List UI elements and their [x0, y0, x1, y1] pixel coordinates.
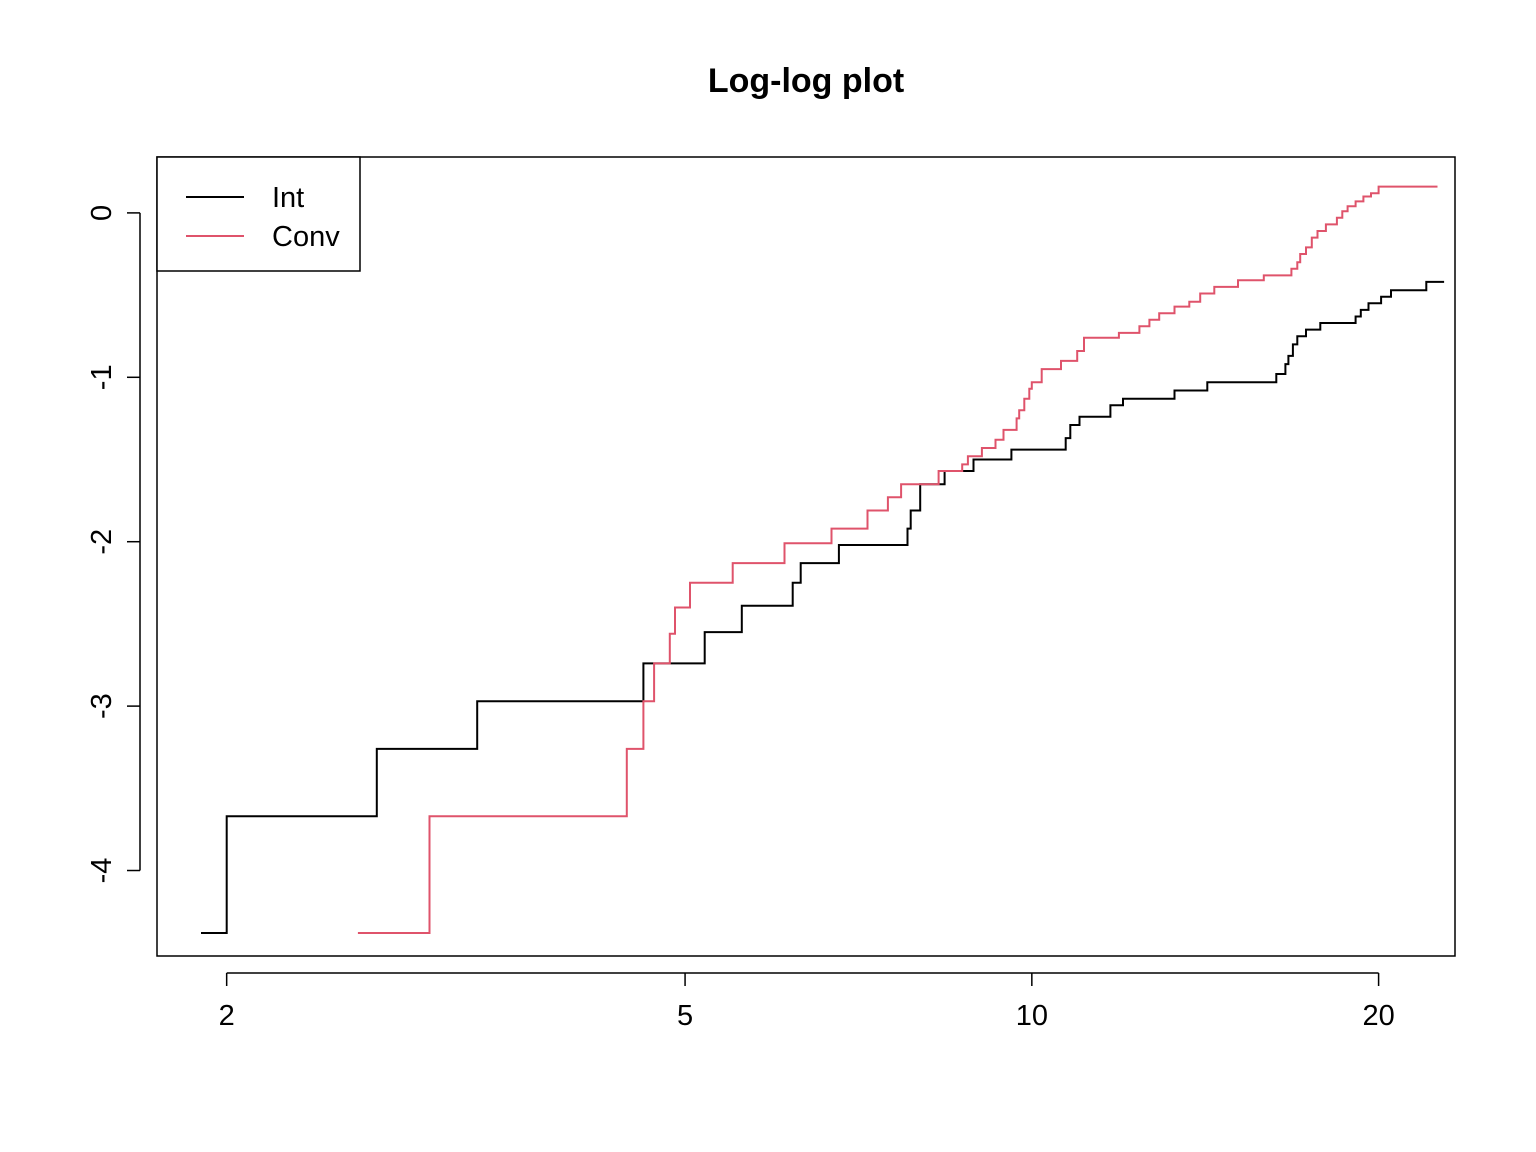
y-tick-label--2: -2 [86, 529, 118, 555]
x-tick-label-10: 10 [1016, 1000, 1048, 1032]
y-tick-label--1: -1 [86, 364, 118, 390]
y-tick-label--4: -4 [86, 858, 118, 884]
legend: Int Conv [156, 156, 361, 272]
y-tick-label--3: -3 [86, 693, 118, 719]
x-axis: 2 5 10 20 [219, 972, 1395, 1032]
y-axis: -4 -3 -2 -1 0 [86, 205, 141, 884]
x-tick-label-20: 20 [1362, 1000, 1394, 1032]
legend-label-conv: Conv [272, 221, 340, 253]
plot-frame [156, 156, 1456, 957]
series-line-conv [357, 185, 1438, 934]
series-layer [201, 185, 1445, 934]
series-line-int [201, 280, 1445, 934]
legend-label-int: Int [272, 182, 304, 214]
x-tick-label-5: 5 [677, 1000, 693, 1032]
y-tick-label-0: 0 [86, 205, 118, 221]
x-tick-label-2: 2 [219, 1000, 235, 1032]
chart-title: Log-log plot [708, 62, 904, 100]
legend-box [156, 156, 361, 272]
